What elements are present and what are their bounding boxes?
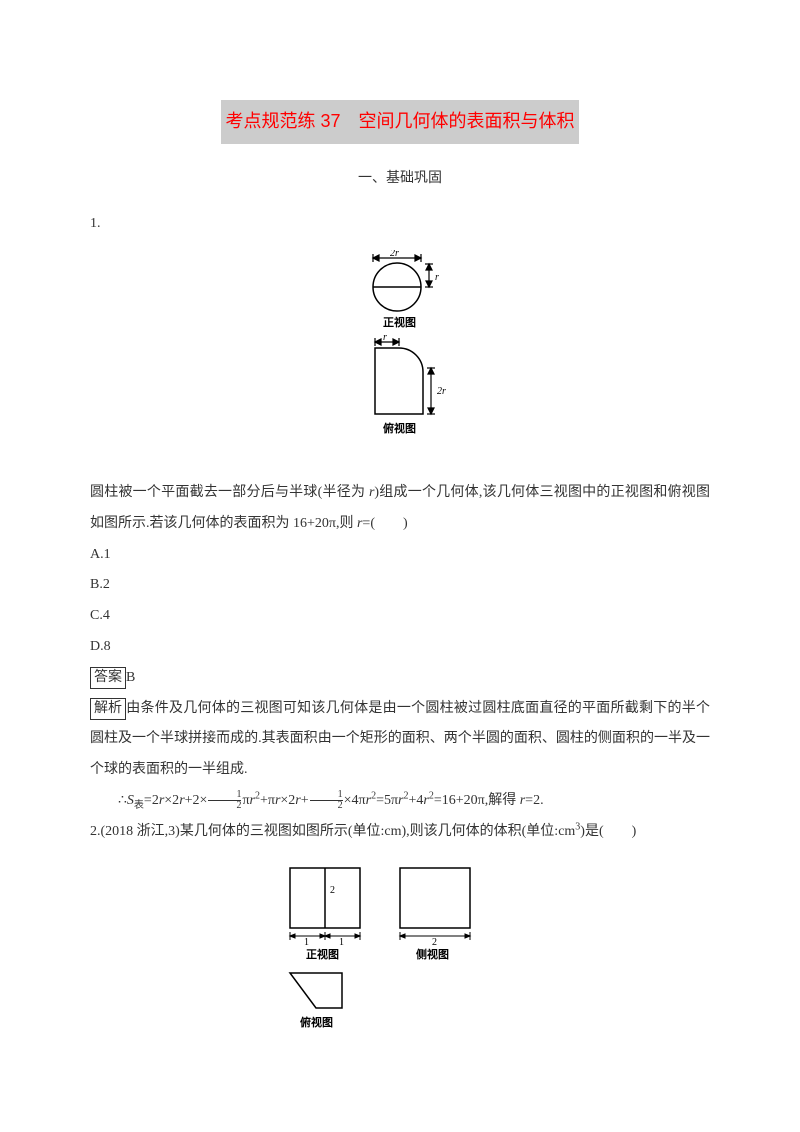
q2-svg: 2 1 1 正视图	[270, 858, 530, 1028]
q1-stem-1: 圆柱被一个平面截去一部分后与半球(半径为	[90, 485, 369, 500]
f-b8: ×4π	[344, 793, 366, 808]
f-S: S	[127, 793, 134, 808]
q2-w1a: 1	[304, 937, 309, 948]
answer-label: 答案	[90, 667, 126, 689]
page-title: 考点规范练 37 空间几何体的表面积与体积	[221, 100, 578, 144]
f-sub: 表	[134, 800, 144, 811]
q1-stem-3: =( )	[362, 516, 407, 531]
f-b2: ×2	[164, 793, 179, 808]
q2-h2: 2	[330, 885, 335, 896]
q2-w1b: 1	[339, 937, 344, 948]
title-wrap: 考点规范练 37 空间几何体的表面积与体积	[90, 100, 710, 144]
q1-answer-line: 答案B	[90, 663, 710, 694]
q2-stem-1: 2.(2018 浙江,3)某几何体的三视图如图所示(单位:cm),则该几何体的体…	[90, 824, 575, 839]
f-b7: +	[301, 793, 309, 808]
q1-number: 1.	[90, 209, 710, 240]
explain-label: 解析	[90, 698, 126, 720]
q2-side-label: 侧视图	[416, 947, 449, 961]
f-b11: =16+20π,解得	[434, 793, 520, 808]
q2-stem: 2.(2018 浙江,3)某几何体的三视图如图所示(单位:cm),则该几何体的体…	[90, 817, 710, 848]
f-b1: =2	[144, 793, 159, 808]
q1-opt-b: B.2	[90, 570, 710, 601]
section-subtitle: 一、基础巩固	[90, 164, 710, 195]
q1-figure: 2r r 正视图	[90, 250, 710, 463]
label-2r: 2r	[390, 250, 399, 259]
q1-stem: 圆柱被一个平面截去一部分后与半球(半径为 r)组成一个几何体,该几何体三视图中的…	[90, 478, 710, 540]
q1-opt-d: D.8	[90, 632, 710, 663]
q2-stem-2: )是( )	[580, 824, 636, 839]
label-r-2: r	[383, 332, 387, 343]
q2-top-label: 俯视图	[300, 1015, 333, 1028]
label-r-1: r	[435, 272, 439, 283]
f-b4: π	[242, 793, 249, 808]
top-view-label: 俯视图	[383, 421, 416, 435]
f-b3: +2×	[185, 793, 208, 808]
q1-explain: 解析由条件及几何体的三视图可知该几何体是由一个圆柱被过圆柱底面直径的平面所截剩下…	[90, 694, 710, 786]
q1-opt-c: C.4	[90, 601, 710, 632]
f-b5: +π	[260, 793, 275, 808]
explain-text: 由条件及几何体的三视图可知该几何体是由一个圆柱被过圆柱底面直径的平面所截剩下的半…	[90, 701, 710, 778]
answer-value: B	[126, 670, 135, 685]
f-b12: =2.	[525, 793, 543, 808]
q1-svg: 2r r 正视图	[345, 250, 455, 450]
q1-formula: ∴S表=2r×2r+2×12πr2+πr×2r+12×4πr2=5πr2+4r2…	[90, 786, 710, 817]
label-2r-2: 2r	[437, 386, 446, 397]
q1-opt-a: A.1	[90, 540, 710, 571]
frac-half-1: 12	[208, 790, 241, 811]
f-b6: ×2	[280, 793, 295, 808]
f-b9: =5π	[376, 793, 398, 808]
q2-front-label: 正视图	[306, 947, 339, 961]
front-view-label: 正视图	[383, 315, 416, 329]
f-b10: +4	[409, 793, 424, 808]
f-pre: ∴	[118, 793, 127, 808]
frac-half-2: 12	[310, 790, 343, 811]
q2-w2: 2	[432, 937, 437, 948]
q2-figure: 2 1 1 正视图	[90, 858, 710, 1041]
